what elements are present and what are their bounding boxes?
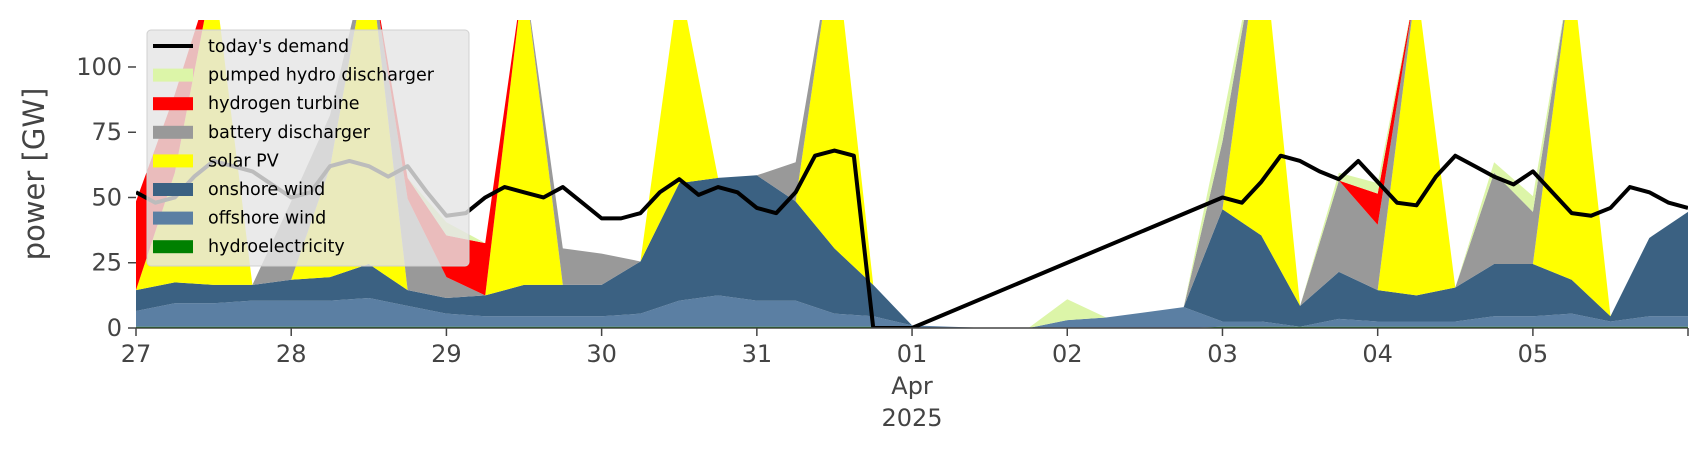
area-offshore-wind: [136, 295, 1688, 328]
x-tick-label: 28: [276, 340, 307, 368]
legend-label-hydroelectricity: hydroelectricity: [208, 237, 345, 257]
legend-box: [146, 29, 470, 267]
x-tick-label: 27: [121, 340, 152, 368]
y-tick-label: 50: [91, 183, 122, 211]
x-tick-label: 05: [1518, 340, 1549, 368]
x-tick-label: 01: [897, 340, 928, 368]
y-tick-label: 0: [107, 314, 122, 342]
y-tick-label: 25: [91, 249, 122, 277]
legend-swatch-pumped-hydro-discharger: [153, 68, 193, 82]
legend-swatch-hydrogen-turbine: [153, 97, 193, 111]
x-tick-label: 03: [1207, 340, 1238, 368]
area-solar-pv: [136, 20, 1688, 328]
legend-label-offshore-wind: offshore wind: [208, 209, 326, 229]
area-onshore-wind: [136, 175, 1688, 328]
x-tick-label: 02: [1052, 340, 1083, 368]
legend-swatch-battery-discharger: [153, 125, 193, 139]
legend-label-today-s-demand: today's demand: [208, 37, 349, 57]
legend-label-battery-discharger: battery discharger: [208, 123, 371, 143]
x-tick-label: 30: [586, 340, 617, 368]
legend-label-pumped-hydro-discharger: pumped hydro discharger: [208, 66, 435, 86]
legend-label-onshore-wind: onshore wind: [208, 180, 325, 200]
legend-swatch-offshore-wind: [153, 211, 193, 225]
x-tick-label: 31: [742, 340, 773, 368]
y-tick-label: 75: [91, 118, 122, 146]
x-tick-label: 29: [431, 340, 462, 368]
legend-swatch-onshore-wind: [153, 183, 193, 196]
x-secondary-label: Apr: [891, 372, 933, 400]
axes: 0 25 50 75 100 27 28 29 30 31 01 02 03 04 05 Apr 2025: [76, 53, 1689, 432]
x-tick-label: 04: [1362, 340, 1393, 368]
legend-swatch-hydroelectricity: [153, 240, 193, 254]
legend: today's demand pumped hydro discharger hyd…: [146, 29, 470, 267]
x-secondary-label: 2025: [882, 404, 943, 432]
legend-label-solar-pv: solar PV: [208, 151, 279, 171]
y-axis-label: power [GW]: [17, 88, 51, 261]
y-tick-label: 100: [76, 53, 122, 81]
legend-label-hydrogen-turbine: hydrogen turbine: [208, 94, 360, 114]
legend-swatch-solar-pv: [153, 154, 193, 168]
